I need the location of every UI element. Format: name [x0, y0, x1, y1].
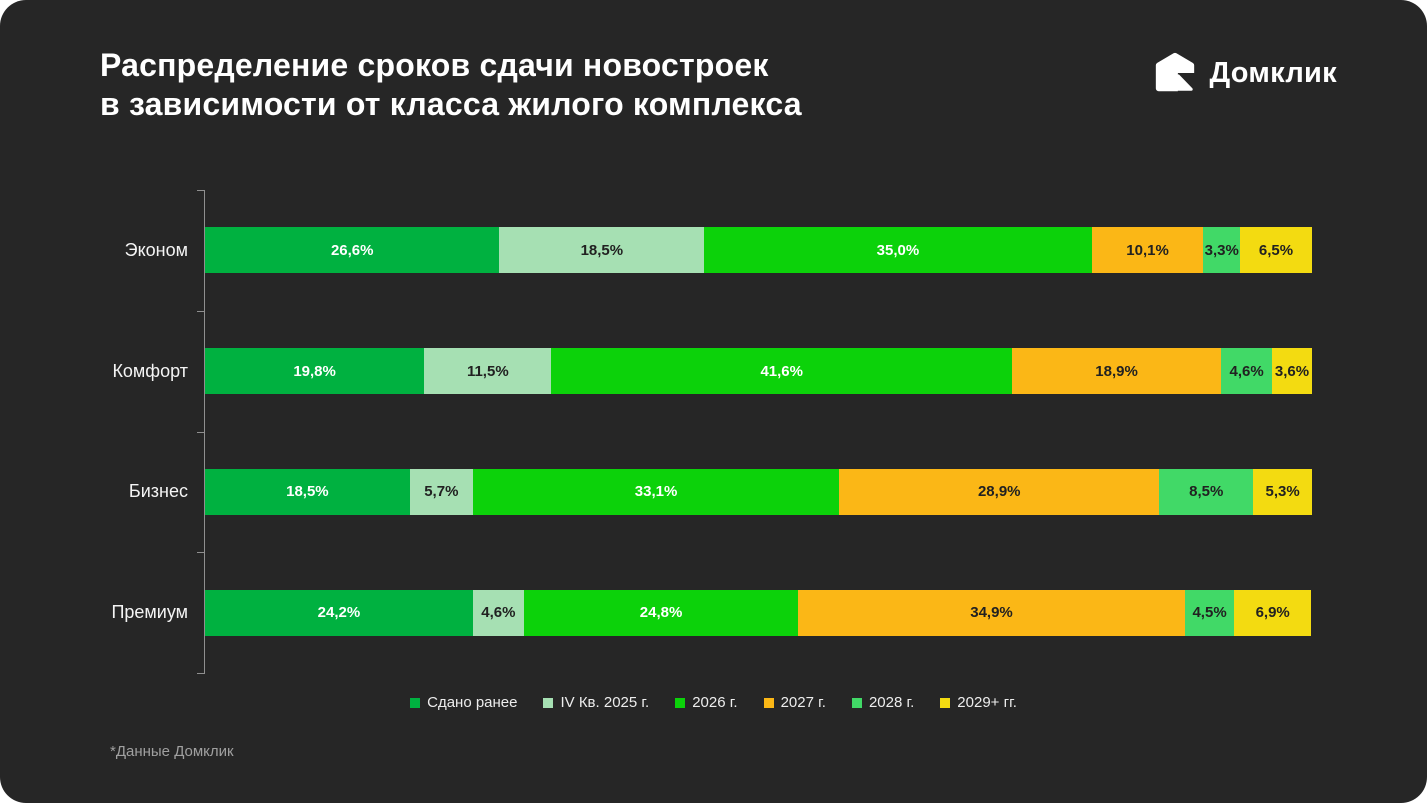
segment-value-label: 24,8% — [639, 604, 683, 622]
segment-value-label: 11,5% — [466, 362, 509, 380]
bar-row: Премиум 24,2% 4,6% 24,8% 34,9% 4,5% 6,9% — [111, 552, 1312, 673]
legend-label: 2027 г. — [780, 694, 826, 711]
segment-value-label: 10,1% — [1126, 241, 1169, 259]
segment-value-label: 4,6% — [1229, 362, 1264, 380]
bar-segment: 3,3% — [1203, 227, 1240, 274]
bar-segment: 41,6% — [551, 348, 1012, 395]
segment-value-label: 26,6% — [330, 241, 374, 259]
bar-segment: 18,5% — [205, 468, 410, 515]
segment-value-label: 18,5% — [580, 241, 624, 259]
legend-item: 2029+ гг. — [940, 694, 1017, 711]
segment-value-label: 19,8% — [293, 362, 336, 380]
bar-segment: 18,9% — [1011, 348, 1222, 395]
category-label: Эконом — [124, 239, 188, 260]
bar-segment: 35,0% — [704, 227, 1092, 274]
page-title: Распределение сроков сдачи новостроек в … — [100, 46, 802, 124]
bar-segment: 26,6% — [205, 227, 500, 274]
bar-segment: 24,8% — [523, 589, 799, 636]
bar-row: Бизнес 18,5% 5,7% 33,1% 28,9% 8,5% 5,3% — [129, 432, 1312, 553]
bar-segment: 18,5% — [499, 227, 705, 274]
legend-item: 2027 г. — [763, 694, 826, 711]
data-source-footnote: *Данные Домклик — [110, 743, 234, 760]
segment-value-label: 4,5% — [1192, 604, 1227, 622]
segment-value-label: 35,0% — [876, 241, 920, 259]
domclick-logo-text: Домклик — [1209, 56, 1337, 89]
bar-segment: 4,6% — [472, 589, 524, 636]
axis-tick — [197, 552, 205, 554]
legend-swatch-icon — [675, 697, 686, 708]
legend-swatch-icon — [410, 697, 421, 708]
segment-value-label: 3,3% — [1204, 241, 1239, 259]
legend-label: 2029+ гг. — [957, 694, 1017, 711]
segment-value-label: 5,7% — [424, 483, 459, 501]
axis-tick — [197, 431, 205, 433]
bar-segment: 3,6% — [1272, 348, 1312, 395]
domclick-logo: Домклик — [1152, 50, 1337, 96]
axis-tick — [197, 673, 205, 674]
bar-segment: 5,3% — [1253, 468, 1312, 515]
legend-swatch-icon — [940, 697, 951, 708]
category-label: Бизнес — [128, 481, 188, 502]
stacked-bar: 26,6% 18,5% 35,0% 10,1% 3,3% 6,5% — [205, 227, 1312, 274]
segment-value-label: 3,6% — [1274, 362, 1310, 380]
segment-value-label: 6,5% — [1258, 241, 1294, 259]
segment-value-label: 33,1% — [634, 483, 678, 501]
bar-segment: 10,1% — [1091, 227, 1204, 274]
segment-value-label: 18,5% — [286, 483, 329, 501]
legend-label: Сдано ранее — [427, 694, 518, 711]
legend-item: 2026 г. — [675, 694, 738, 711]
legend-label: 2028 г. — [868, 694, 915, 711]
bar-segment: 33,1% — [472, 468, 840, 515]
segment-value-label: 18,9% — [1095, 362, 1138, 380]
stacked-bar: 19,8% 11,5% 41,6% 18,9% 4,6% 3,6% — [205, 348, 1312, 395]
segment-value-label: 8,5% — [1189, 483, 1224, 501]
category-label: Комфорт — [112, 360, 188, 381]
legend-swatch-icon — [543, 697, 554, 708]
bar-segment: 19,8% — [205, 348, 425, 395]
bar-segment: 6,5% — [1239, 227, 1312, 274]
bar-segment: 11,5% — [424, 348, 552, 395]
axis-tick — [197, 310, 205, 312]
segment-value-label: 34,9% — [970, 604, 1013, 622]
bar-row: Эконом 26,6% 18,5% 35,0% 10,1% 3,3% 6,5% — [125, 190, 1312, 311]
domclick-house-icon — [1152, 50, 1199, 96]
bar-segment: 6,9% — [1234, 589, 1311, 636]
legend-item: IV Кв. 2025 г. — [543, 694, 649, 711]
bar-segment: 4,5% — [1184, 589, 1235, 636]
bar-segment: 4,6% — [1221, 348, 1273, 395]
segment-value-label: 28,9% — [977, 483, 1021, 501]
stacked-bar: 24,2% 4,6% 24,8% 34,9% 4,5% 6,9% — [205, 589, 1312, 636]
legend-label: IV Кв. 2025 г. — [560, 694, 650, 711]
segment-value-label: 4,6% — [481, 604, 516, 622]
bar-segment: 24,2% — [205, 589, 473, 636]
legend-label: 2026 г. — [692, 694, 738, 711]
legend-item: Сдано ранее — [410, 694, 517, 711]
segment-value-label: 5,3% — [1265, 483, 1300, 501]
title-line-1: Распределение сроков сдачи новостроек — [100, 47, 769, 83]
title-line-2: в зависимости от класса жилого комплекса — [100, 86, 802, 122]
stacked-bar-chart: Эконом 26,6% 18,5% 35,0% 10,1% 3,3% 6,5% Комфор… — [111, 190, 1312, 674]
legend-swatch-icon — [763, 697, 774, 708]
chart-legend: Сдано ранее IV Кв. 2025 г. 2026 г. 2027 г. 2… — [0, 694, 1427, 711]
bar-segment: 28,9% — [839, 468, 1160, 515]
segment-value-label: 41,6% — [760, 362, 803, 380]
bar-segment: 5,7% — [409, 468, 473, 515]
legend-item: 2028 г. — [851, 694, 915, 711]
segment-value-label: 24,2% — [317, 604, 361, 622]
axis-tick — [197, 190, 205, 191]
category-label: Премиум — [111, 602, 188, 623]
segment-value-label: 6,9% — [1255, 604, 1290, 622]
bar-row: Комфорт 19,8% 11,5% 41,6% 18,9% 4,6% 3,6% — [112, 311, 1312, 432]
bar-segment: 34,9% — [798, 589, 1185, 636]
stacked-bar: 18,5% 5,7% 33,1% 28,9% 8,5% 5,3% — [205, 468, 1312, 515]
bar-segment: 8,5% — [1159, 468, 1254, 515]
legend-swatch-icon — [851, 697, 862, 708]
